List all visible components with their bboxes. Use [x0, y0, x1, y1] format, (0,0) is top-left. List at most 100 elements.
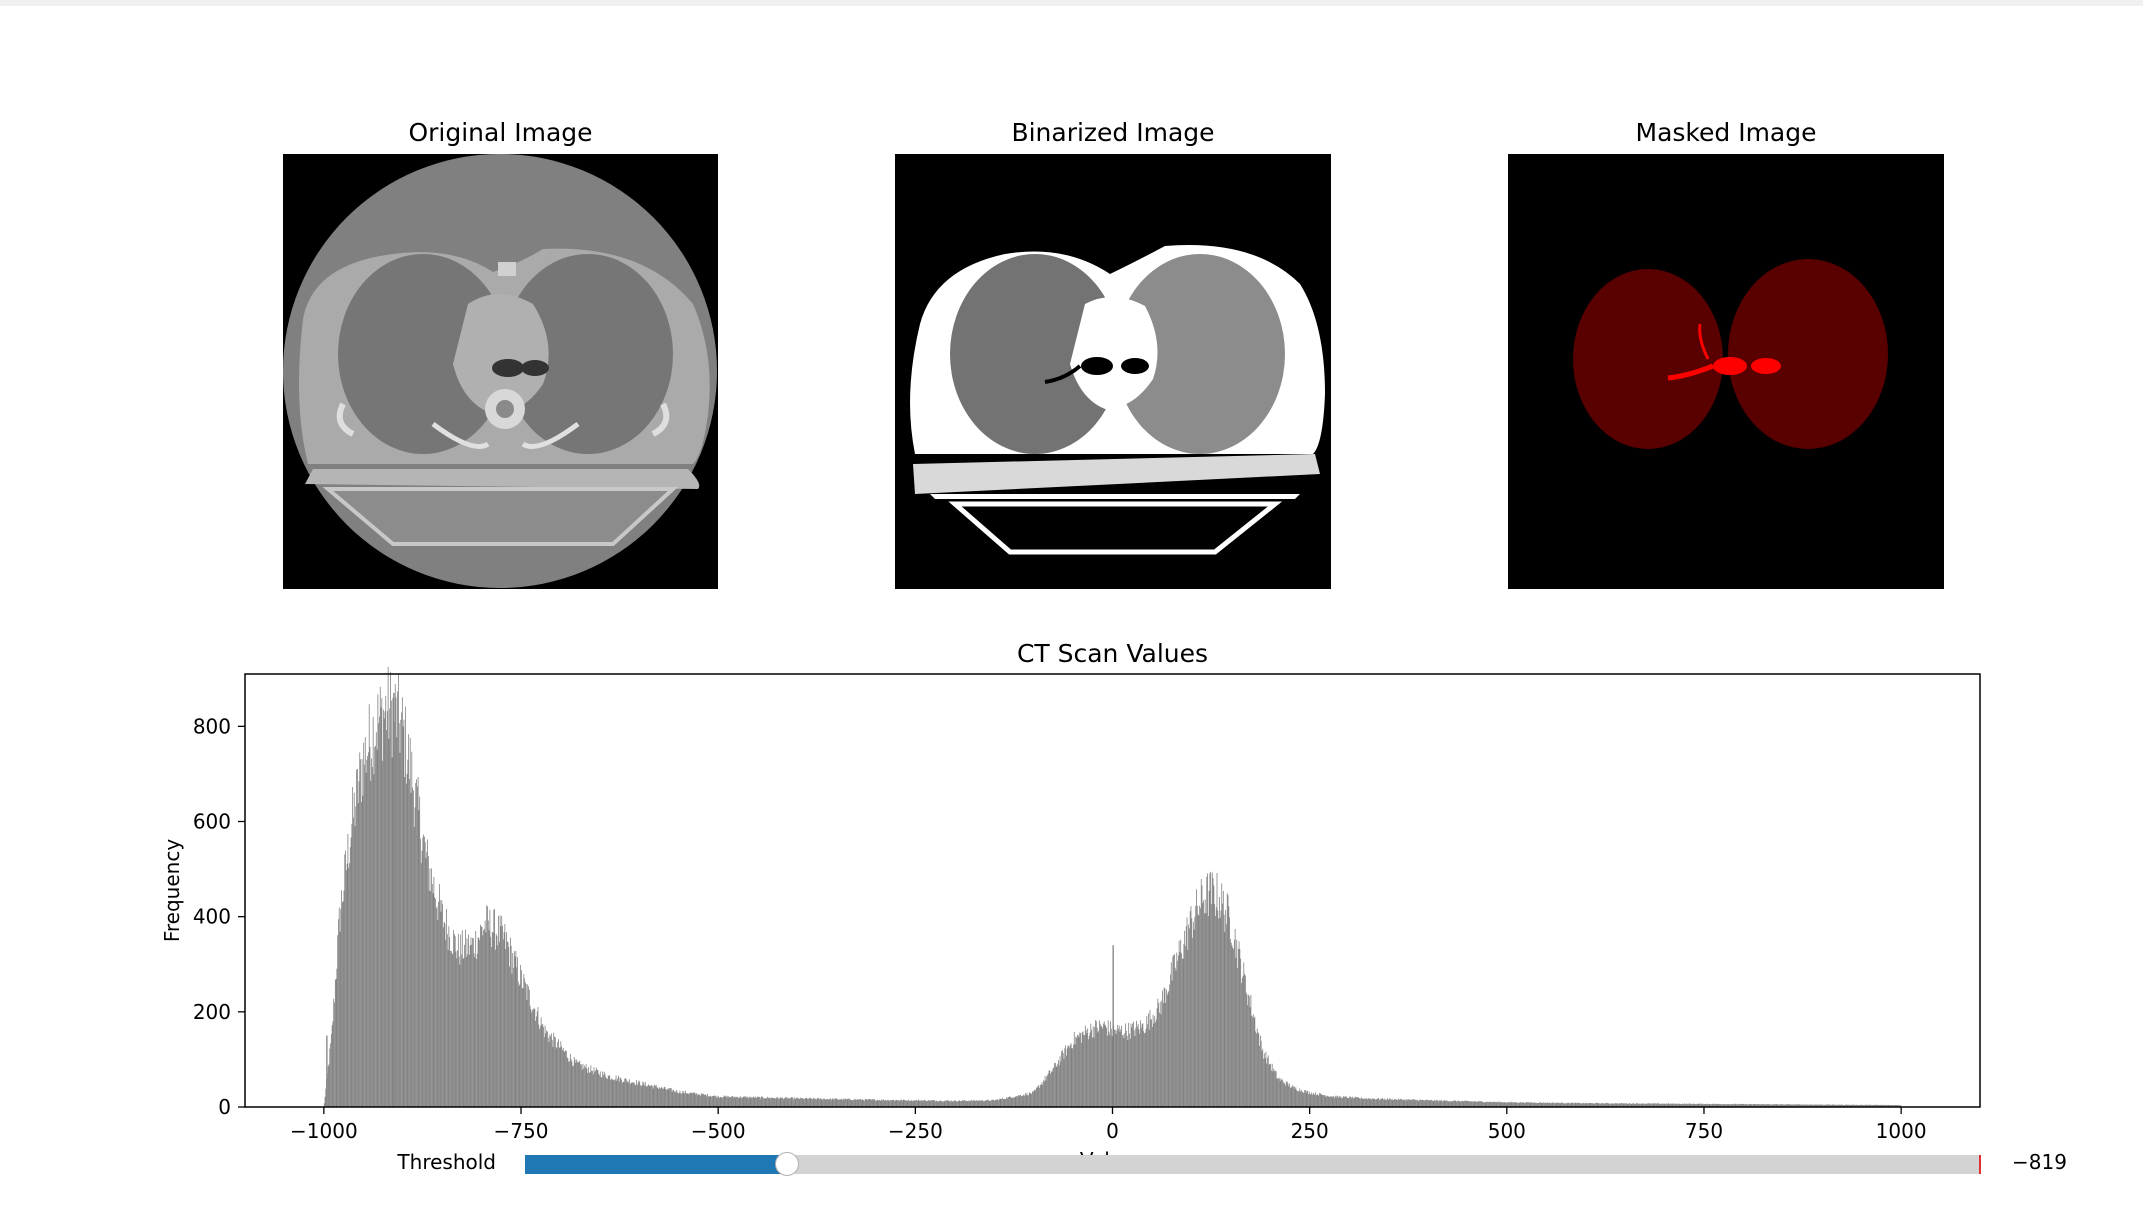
histogram-bar: [1556, 1102, 1558, 1107]
histogram-bar: [1462, 1101, 1464, 1107]
histogram-bar: [1720, 1104, 1722, 1107]
histogram-bar: [1612, 1103, 1614, 1107]
histogram-bar: [1707, 1103, 1708, 1107]
histogram-bar: [1311, 1092, 1313, 1107]
histogram-bar: [1209, 873, 1211, 1107]
histogram-bar: [353, 792, 355, 1107]
histogram-bar: [833, 1099, 835, 1107]
histogram-bar: [628, 1082, 630, 1107]
histogram-bar: [920, 1100, 922, 1107]
histogram-bar: [1602, 1103, 1604, 1107]
histogram-bar: [1686, 1103, 1688, 1107]
histogram-bar: [331, 1025, 333, 1107]
histogram-bar: [891, 1100, 893, 1107]
y-tick-label: 600: [193, 810, 231, 834]
histogram-bar: [1357, 1097, 1359, 1107]
histogram-bar: [704, 1094, 706, 1107]
histogram-bar: [1461, 1100, 1463, 1107]
histogram-bar: [1091, 1029, 1092, 1107]
histogram-bar: [603, 1075, 604, 1107]
histogram-bar: [1375, 1098, 1377, 1107]
histogram-bar: [1741, 1103, 1743, 1107]
histogram-bar: [1277, 1078, 1279, 1107]
histogram-bar: [469, 945, 471, 1107]
histogram-bar: [1233, 939, 1235, 1107]
histogram-bar: [718, 1097, 720, 1107]
histogram-bar: [695, 1094, 697, 1107]
histogram-bar: [774, 1098, 776, 1107]
histogram-bar: [1180, 939, 1182, 1107]
histogram-bar: [421, 850, 423, 1107]
histogram-bar: [1558, 1102, 1560, 1107]
histogram-bar: [383, 718, 385, 1107]
histogram-bar: [1278, 1078, 1279, 1107]
histogram-bar: [425, 858, 427, 1107]
histogram-bar: [575, 1062, 577, 1107]
histogram-bar: [1335, 1097, 1337, 1107]
histogram-bar: [360, 802, 362, 1107]
histogram-bar: [517, 957, 518, 1107]
histogram-bar: [1380, 1098, 1382, 1107]
histogram-bar: [1746, 1104, 1748, 1107]
histogram-bar: [1425, 1099, 1427, 1107]
histogram-bar: [1658, 1103, 1660, 1107]
histogram-bar: [1420, 1099, 1422, 1107]
histogram-bar: [1325, 1096, 1327, 1107]
histogram-bar: [382, 760, 384, 1107]
histogram-bar: [924, 1099, 925, 1107]
histogram-bar: [787, 1098, 789, 1107]
histogram-bar: [446, 934, 448, 1107]
threshold-slider[interactable]: [525, 1152, 1981, 1176]
histogram-bar: [910, 1101, 912, 1107]
histogram-bar: [1863, 1105, 1865, 1107]
histogram-bar: [477, 937, 479, 1107]
histogram-bar: [422, 837, 424, 1107]
histogram-bar: [1631, 1103, 1633, 1107]
histogram-bar: [1547, 1102, 1549, 1107]
binarized-image: [895, 154, 1331, 589]
histogram-bar: [506, 941, 508, 1107]
histogram-bar: [570, 1058, 572, 1107]
histogram-bar: [1792, 1104, 1794, 1107]
histogram-bar: [797, 1098, 799, 1107]
histogram-bar: [1775, 1104, 1777, 1107]
histogram-bar: [1000, 1098, 1002, 1107]
histogram-bar: [453, 930, 454, 1107]
histogram-bar: [441, 900, 443, 1107]
histogram-bar: [651, 1085, 652, 1107]
histogram-bar: [1539, 1102, 1541, 1107]
histogram-spikes: [326, 693, 1114, 1107]
histogram-bar: [1542, 1103, 1544, 1107]
histogram-bar: [965, 1100, 966, 1107]
histogram-bar: [631, 1082, 633, 1107]
histogram-bar: [789, 1098, 790, 1107]
histogram-bar: [495, 949, 496, 1107]
histogram-bar: [683, 1091, 685, 1107]
histogram-bar: [1428, 1100, 1430, 1107]
histogram-bar: [925, 1101, 927, 1107]
histogram-bar: [1414, 1099, 1416, 1107]
histogram-bar: [1271, 1070, 1272, 1107]
histogram-bar: [757, 1097, 759, 1107]
histogram-bar: [433, 876, 435, 1107]
histogram-bar: [1219, 917, 1221, 1107]
histogram-bar: [1710, 1104, 1712, 1107]
histogram-bar: [761, 1096, 763, 1107]
histogram-bar: [831, 1098, 833, 1107]
histogram-bar: [1755, 1104, 1757, 1107]
histogram-bar: [950, 1100, 952, 1107]
histogram-bar: [1231, 945, 1233, 1107]
histogram-bar: [793, 1099, 794, 1107]
histogram-bar: [1390, 1098, 1391, 1107]
histogram-bar: [1557, 1102, 1559, 1107]
histogram-bar: [1327, 1096, 1329, 1107]
histogram-bar: [990, 1100, 992, 1107]
histogram-bar: [754, 1098, 756, 1107]
histogram-bar: [737, 1096, 738, 1107]
histogram-bar: [856, 1099, 858, 1107]
threshold-slider-handle[interactable]: [775, 1152, 800, 1176]
histogram-bar: [1569, 1103, 1570, 1107]
histogram-bar: [1640, 1103, 1642, 1107]
histogram-bar: [1625, 1103, 1627, 1107]
histogram-bar: [1301, 1091, 1303, 1107]
